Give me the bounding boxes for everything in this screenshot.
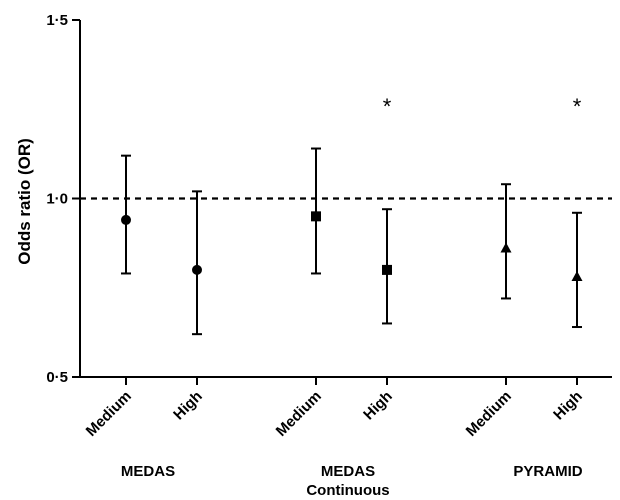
point-square — [382, 264, 392, 275]
y-tick-label: 0·5 — [46, 369, 68, 386]
x-category-label: High — [360, 388, 396, 424]
group-label: MEDAS — [121, 463, 175, 480]
y-tick-label: 1·0 — [46, 191, 68, 208]
significance-asterisk: * — [383, 94, 392, 119]
chart-marks — [80, 147, 612, 336]
point-triangle — [571, 271, 583, 282]
x-category-label: Medium — [83, 388, 135, 440]
axes: 0·5 1·0 1·5 — [46, 12, 612, 386]
x-category-label: Medium — [273, 388, 325, 440]
group-label: Continuous — [306, 482, 389, 499]
y-tick-label: 1·5 — [46, 12, 68, 29]
chart-labels: Odds ratio (OR) Medium High MEDAS Medium * Hig… — [15, 94, 586, 499]
point-triangle — [500, 242, 512, 253]
x-category-label: High — [170, 388, 206, 424]
significance-asterisk: * — [573, 94, 582, 119]
x-category-label: Medium — [463, 388, 515, 440]
point-circle — [192, 264, 202, 275]
group-label: PYRAMID — [513, 463, 582, 480]
point-square — [311, 211, 321, 222]
y-axis-label: Odds ratio (OR) — [15, 138, 34, 265]
group-label: MEDAS — [321, 463, 375, 480]
point-circle — [121, 214, 131, 225]
x-category-label: High — [550, 388, 586, 424]
